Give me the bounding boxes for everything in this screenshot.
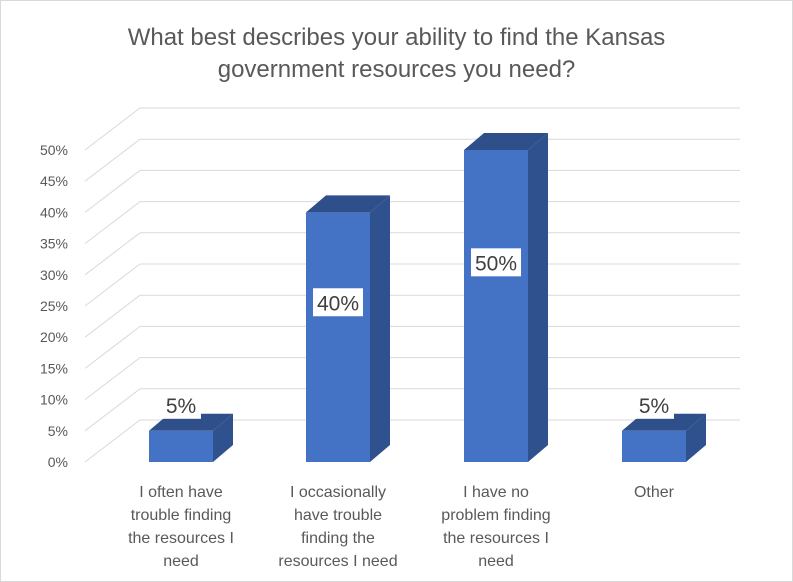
- bar-front: [622, 430, 686, 462]
- x-tick-label: I have no problem finding the resources I n…: [416, 481, 576, 573]
- chart-title-line-2: government resources you need?: [217, 56, 576, 83]
- x-tick-label-line: I often have: [139, 484, 223, 501]
- data-label-text: 5%: [639, 395, 669, 418]
- x-tick-label-line: finding the: [301, 530, 375, 547]
- gridline-diagonal: [84, 232, 141, 276]
- data-label-text: 5%: [166, 395, 196, 418]
- x-tick-label-line: need: [163, 553, 199, 570]
- x-tick-label-line: the resources I: [443, 530, 549, 547]
- data-label: 5%: [634, 390, 674, 419]
- y-tick-label: 45%: [40, 173, 68, 189]
- y-tick-label: 30%: [40, 267, 68, 283]
- x-tick-label-line: need: [478, 553, 514, 570]
- bar: [306, 195, 390, 462]
- x-tick-label: I occasionally have trouble finding the res…: [258, 481, 418, 573]
- x-tick-label-line: I occasionally: [289, 484, 387, 501]
- x-tick-label-line: problem finding: [441, 507, 551, 524]
- bar-side: [213, 413, 233, 462]
- data-label-text: 50%: [475, 252, 517, 275]
- data-label: 5%: [161, 390, 201, 419]
- bar: [464, 133, 548, 462]
- data-label: 40%: [313, 288, 363, 317]
- gridline-diagonal: [84, 263, 141, 307]
- chart-title-line-1: What best describes your ability to find…: [127, 24, 666, 51]
- gridline-diagonal: [84, 357, 141, 400]
- y-tick-label: 50%: [40, 142, 68, 158]
- y-tick-label: 40%: [40, 204, 68, 220]
- x-tick-label-line: the resources I: [128, 530, 234, 547]
- x-tick-label-line: Other: [633, 484, 674, 501]
- y-tick-label: 15%: [40, 360, 68, 376]
- y-tick-label: 20%: [40, 329, 68, 345]
- data-label-text: 40%: [317, 292, 359, 315]
- y-tick-label: 25%: [40, 298, 68, 314]
- x-tick-label-line: have trouble: [293, 507, 383, 524]
- bar: [622, 413, 706, 462]
- x-tick-label: I often have trouble finding the resources…: [101, 481, 261, 573]
- bar-side: [686, 413, 706, 462]
- chart-title: What best describes your ability to find…: [0, 22, 793, 86]
- y-tick-label: 5%: [48, 423, 68, 439]
- data-label-box: [471, 248, 521, 277]
- data-label-box: [161, 390, 201, 419]
- x-tick-label-line: resources I need: [278, 553, 398, 570]
- gridline-diagonal: [84, 419, 141, 463]
- data-label-box: [634, 390, 674, 419]
- bar-front: [306, 212, 370, 462]
- bar-front: [149, 430, 213, 462]
- gridline-diagonal: [84, 138, 141, 182]
- x-tick-label: Other: [574, 481, 734, 504]
- bar: [149, 413, 233, 462]
- gridline-diagonal: [84, 294, 141, 338]
- bar-top: [464, 133, 548, 150]
- x-tick-label-line: I have no: [463, 484, 529, 501]
- bar-side: [528, 133, 548, 462]
- x-tick-label-line: trouble finding: [130, 507, 232, 524]
- y-tick-label: 10%: [40, 392, 68, 408]
- gridline-diagonal: [84, 388, 141, 432]
- data-label: 50%: [471, 248, 521, 277]
- gridline-diagonal: [84, 170, 141, 213]
- y-tick-label: 35%: [40, 236, 68, 252]
- gridline-diagonal: [84, 107, 141, 151]
- data-label-box: [313, 288, 363, 317]
- gridline-diagonal: [84, 201, 141, 244]
- y-tick-label: 0%: [48, 454, 68, 470]
- bar-side: [370, 195, 390, 462]
- gridline-diagonal: [84, 326, 141, 369]
- bar-top: [306, 195, 390, 213]
- bar-front: [464, 150, 528, 462]
